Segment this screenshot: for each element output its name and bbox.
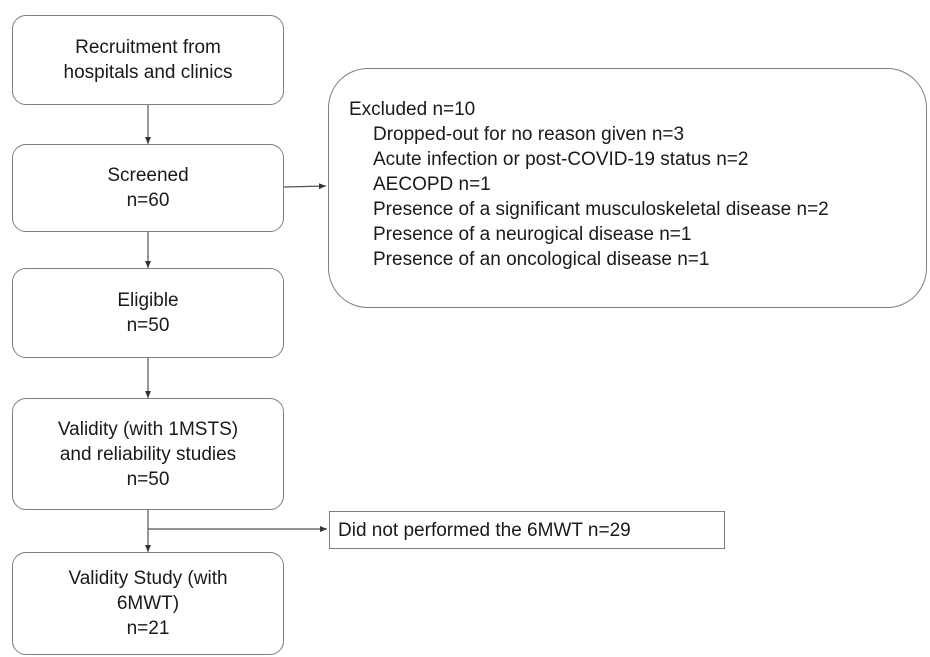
excluded-reason: Dropped-out for no reason given n=3 <box>373 124 685 145</box>
not-performed-box: Did not performed the 6MWT n=29 <box>329 511 725 549</box>
validity-reliability-count: n=50 <box>126 468 170 490</box>
screened-count: n=60 <box>126 190 170 211</box>
recruitment-line-2: hospitals and clinics <box>63 62 233 83</box>
recruitment-box: Recruitment from hospitals and clinics <box>12 15 284 105</box>
eligible-count: n=50 <box>126 315 170 336</box>
excluded-reason: Presence of a neurogical disease n=1 <box>373 224 692 245</box>
excluded-box: Excluded n=10 Dropped-out for no reason … <box>328 68 927 308</box>
screened-label: Screened <box>107 165 189 186</box>
validity-6mwt-line-2: 6MWT) <box>116 593 180 614</box>
eligible-label: Eligible <box>117 290 179 311</box>
eligible-box: Eligible n=50 <box>12 268 284 358</box>
validity-6mwt-count: n=21 <box>126 618 170 639</box>
validity-6mwt-box: Validity Study (with 6MWT) n=21 <box>12 552 284 655</box>
screened-box: Screened n=60 <box>12 144 284 232</box>
validity-6mwt-line-1: Validity Study (with <box>68 568 228 589</box>
excluded-reason: AECOPD n=1 <box>373 174 491 195</box>
excluded-reason: Presence of a significant musculoskeleta… <box>373 199 829 220</box>
excluded-reason: Acute infection or post-COVID-19 status … <box>373 149 749 170</box>
excluded-reason: Presence of an oncological disease n=1 <box>373 249 710 270</box>
validity-reliability-line-2: and reliability studies <box>59 443 237 465</box>
arrow-screened-to-excluded <box>283 183 327 190</box>
excluded-heading: Excluded n=10 <box>349 99 476 120</box>
excluded-reasons-list: Dropped-out for no reason given n=3 Acut… <box>373 122 829 272</box>
validity-reliability-line-1: Validity (with 1MSTS) <box>57 418 239 440</box>
validity-reliability-box: Validity (with 1MSTS) and reliability st… <box>12 398 284 510</box>
recruitment-line-1: Recruitment from <box>75 37 221 58</box>
